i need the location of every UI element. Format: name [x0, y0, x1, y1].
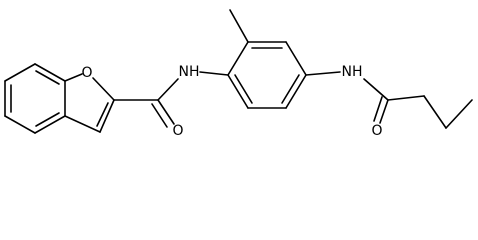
atom-label: NH	[179, 64, 200, 80]
bond	[92, 77, 115, 101]
atom-label: NH	[342, 64, 363, 80]
bond	[157, 99, 175, 125]
bonds	[4, 9, 473, 134]
bond	[151, 103, 168, 128]
molecule-diagram: O O NH NH O	[4, 9, 473, 139]
atom-labels: O O NH NH O	[81, 64, 382, 139]
bond	[99, 99, 115, 133]
atom-label: O	[371, 123, 382, 139]
bond	[64, 115, 101, 133]
bond	[379, 99, 389, 124]
bond	[157, 78, 179, 101]
atom-label: O	[81, 65, 92, 81]
atom-label: O	[172, 123, 183, 139]
bond	[34, 63, 66, 82]
bond	[423, 95, 447, 129]
bond	[64, 73, 83, 82]
bond	[35, 70, 60, 85]
bond	[199, 71, 229, 76]
bond	[35, 112, 60, 127]
bond	[363, 78, 389, 101]
bond	[387, 95, 425, 101]
bond	[373, 96, 383, 122]
bond	[34, 115, 66, 134]
bond	[227, 74, 249, 109]
bond	[285, 41, 307, 76]
bond	[96, 102, 109, 127]
bond	[229, 9, 249, 43]
bond	[445, 99, 473, 129]
bond	[285, 74, 307, 109]
bond	[281, 74, 300, 104]
bond	[305, 71, 341, 76]
bond	[4, 63, 36, 82]
bond	[234, 74, 253, 104]
bond	[227, 41, 249, 76]
bond	[4, 115, 36, 134]
